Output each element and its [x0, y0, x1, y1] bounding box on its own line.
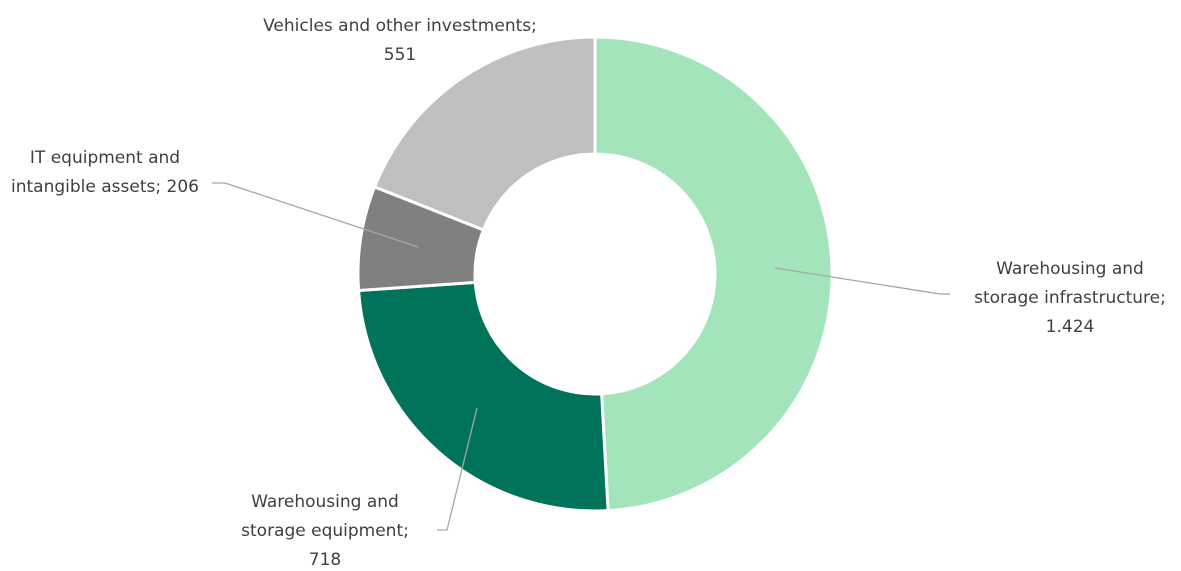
label-category: IT equipment and intangible assets: [11, 148, 181, 197]
leader-line: [212, 182, 419, 248]
donut-slice: [593, 35, 834, 513]
label-category: Warehousing and storage infrastructure: [974, 259, 1161, 308]
label-category: Warehousing and storage equipment: [241, 492, 404, 541]
label-value: 551: [383, 45, 417, 65]
data-label: Warehousing and storage equipment 718: [230, 488, 420, 571]
label-value: 1.424: [1045, 317, 1095, 337]
label-category: Vehicles and other investments: [263, 16, 532, 36]
leader-line: [774, 267, 950, 295]
data-label: Warehousing and storage infrastructure 1.…: [970, 255, 1170, 342]
leader-line: [437, 407, 478, 531]
data-label: IT equipment and intangible assets206: [10, 144, 200, 202]
label-value: 718: [308, 550, 342, 570]
donut-slice: [372, 35, 597, 232]
data-label: Vehicles and other investments 551: [250, 12, 550, 70]
donut-slice: [356, 280, 610, 513]
label-value: 206: [166, 177, 199, 197]
